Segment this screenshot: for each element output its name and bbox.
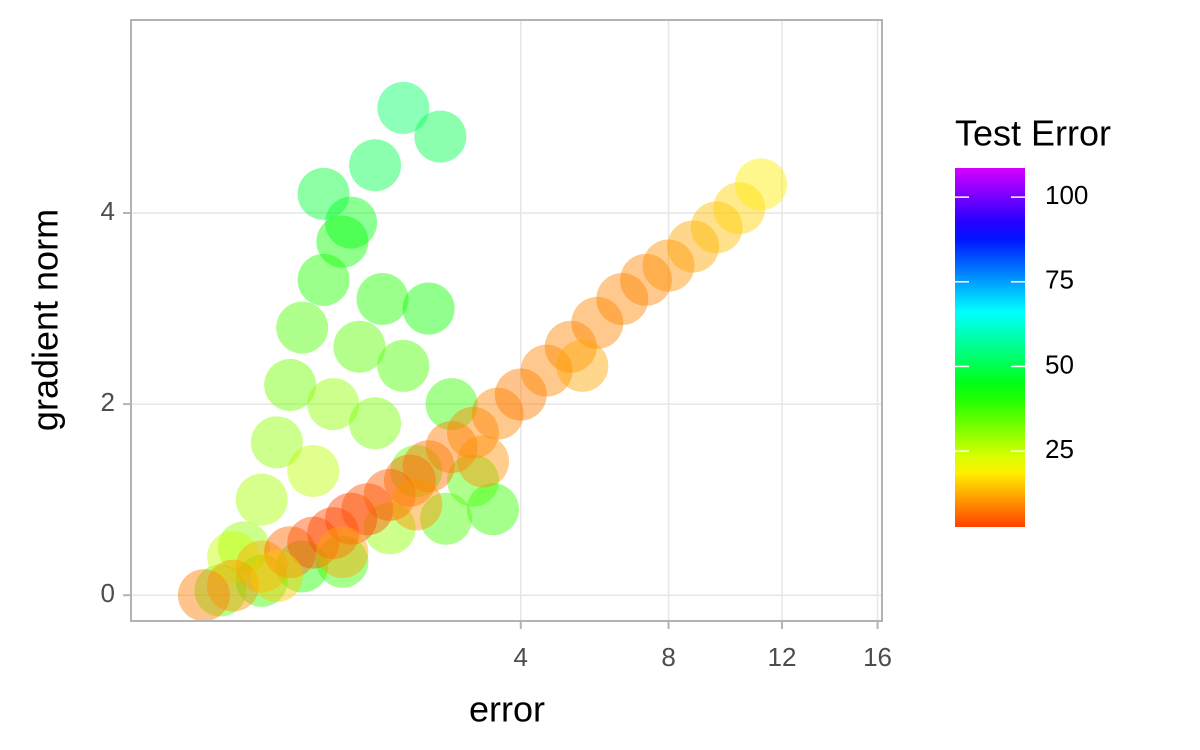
y-tick-label: 2: [101, 387, 115, 417]
point: [713, 182, 766, 235]
point: [207, 559, 260, 612]
point: [457, 435, 510, 488]
point: [642, 239, 695, 292]
panel-border: [130, 19, 883, 622]
legend: 25 50 75 100: [955, 180, 1088, 464]
point: [276, 301, 329, 354]
point: [349, 397, 402, 450]
y-axis-title: gradient norm: [25, 209, 66, 431]
point: [217, 521, 270, 574]
point: [356, 273, 409, 326]
point: [194, 564, 247, 617]
point: [325, 492, 378, 545]
point: [446, 406, 499, 459]
point: [571, 296, 624, 349]
point: [287, 516, 340, 569]
point: [363, 502, 416, 555]
point: [316, 535, 369, 588]
point: [667, 220, 720, 273]
point: [556, 339, 609, 392]
point: [414, 110, 467, 163]
grid: [131, 20, 882, 621]
point: [420, 492, 473, 545]
point: [316, 215, 369, 268]
point: [349, 139, 402, 192]
point: [316, 526, 369, 579]
x-tick-label: 12: [767, 642, 796, 672]
point: [544, 320, 597, 373]
point: [690, 201, 743, 254]
point: [297, 167, 350, 220]
point: [402, 440, 455, 493]
point: [377, 339, 430, 392]
axes: 4 8 12 16 0 2 4: [101, 196, 892, 672]
point: [177, 569, 230, 621]
point: [425, 421, 478, 474]
point: [619, 253, 672, 306]
colorbar-tick-label: 75: [1045, 265, 1074, 295]
point: [341, 483, 394, 536]
point: [207, 530, 260, 583]
point: [235, 540, 288, 593]
y-tick-label: 4: [101, 196, 115, 226]
point: [494, 368, 547, 421]
point: [363, 468, 416, 521]
point: [325, 196, 378, 249]
point: [390, 478, 443, 531]
point: [520, 344, 573, 397]
point: [264, 526, 317, 579]
point: [264, 358, 317, 411]
point: [446, 454, 499, 507]
colorbar-tick-label: 50: [1045, 349, 1074, 379]
point: [276, 540, 329, 593]
point: [471, 387, 524, 440]
panel: [131, 20, 882, 621]
colorbar: [955, 168, 1025, 527]
point: [307, 507, 360, 560]
point: [333, 320, 386, 373]
colorbar-tick-label: 25: [1045, 434, 1074, 464]
legend-title: Test Error: [955, 113, 1111, 154]
point: [383, 454, 436, 507]
point: [250, 416, 303, 469]
point: [250, 550, 303, 603]
y-tick-label: 0: [101, 578, 115, 608]
point: [596, 273, 649, 326]
point: [235, 554, 288, 607]
point: [390, 444, 443, 497]
point: [307, 378, 360, 431]
point: [402, 282, 455, 335]
x-tick-label: 8: [661, 642, 675, 672]
x-axis-title: error: [469, 689, 545, 730]
point: [297, 253, 350, 306]
point: [287, 444, 340, 497]
x-tick-label: 4: [514, 642, 528, 672]
point: [235, 473, 288, 526]
point: [377, 81, 430, 134]
points: [177, 81, 788, 621]
point: [425, 378, 478, 431]
point: [466, 483, 519, 536]
x-tick-label: 16: [863, 642, 892, 672]
colorbar-tick-label: 100: [1045, 180, 1088, 210]
point: [735, 158, 788, 211]
